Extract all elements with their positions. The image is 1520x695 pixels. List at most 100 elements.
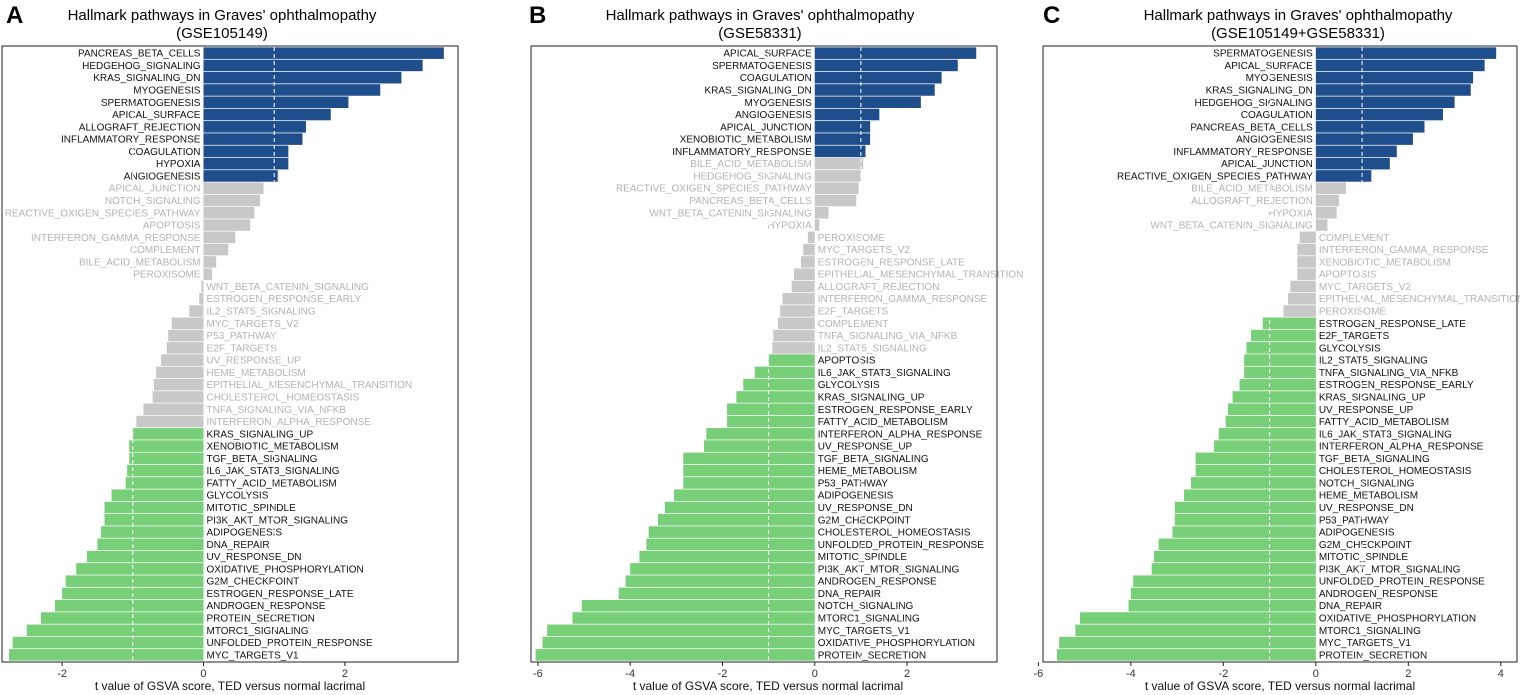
bar-epithelial-mesenchymal-transition bbox=[793, 268, 815, 280]
x-axis-label: t value of GSVA score, TED versus normal… bbox=[95, 679, 365, 693]
bar-kras-signaling-dn bbox=[203, 71, 402, 84]
bar-label: IL6_JAK_STAT3_SIGNALING bbox=[818, 368, 951, 379]
bar-label: HEME_METABOLISM bbox=[206, 368, 305, 379]
bar-apical-junction bbox=[203, 182, 264, 194]
bar-label: KRAS_SIGNALING_DN bbox=[704, 85, 811, 96]
bar-il2-stat5-signaling bbox=[189, 305, 204, 317]
bar-il6-jak-stat3-signaling bbox=[127, 464, 204, 477]
bar-inflammatory-response bbox=[814, 145, 866, 158]
bar-label: MYC_TARGETS_V2 bbox=[1319, 282, 1411, 293]
bar-complement bbox=[777, 317, 815, 330]
bar-label: EPITHELIAL_MESENCHYMAL_TRANSITION bbox=[818, 270, 1024, 281]
bar-label: MYC_TARGETS_V2 bbox=[206, 319, 298, 330]
bar-interferon-gamma-response bbox=[782, 292, 815, 305]
bar-angiogenesis bbox=[1315, 133, 1413, 145]
bar-hypoxia bbox=[814, 219, 820, 231]
bar-xenobiotic-metabolism bbox=[129, 440, 204, 452]
bar-tnfa-signaling-via-nfkb bbox=[1244, 366, 1316, 379]
bar-apical-junction bbox=[814, 121, 871, 133]
bar-unfolded-protein-response bbox=[1133, 575, 1316, 587]
bar-myc-targets-v1 bbox=[547, 624, 815, 637]
bar-pancreas-beta-cells bbox=[203, 47, 444, 59]
bar-label: INTERFERON_GAMMA_RESPONSE bbox=[1319, 245, 1489, 256]
bar-dna-repair bbox=[97, 538, 204, 551]
bar-myogenesis bbox=[203, 84, 381, 96]
bar-label: GLYCOLYSIS bbox=[206, 491, 268, 502]
bar-androgen-response bbox=[55, 599, 204, 612]
bar-reactive-oxigen-species-pathway bbox=[1315, 170, 1372, 182]
bar-label: IL2_STAT5_SIGNALING bbox=[206, 307, 315, 318]
bar-complement bbox=[1299, 231, 1316, 244]
bar-label: G2M_CHECKPOINT bbox=[1319, 540, 1412, 551]
bar-label: OXIDATIVE_PHOSPHORYLATION bbox=[1319, 614, 1476, 625]
bar-label: APICAL_JUNCTION bbox=[1221, 159, 1313, 170]
bar-label: INTERFERON_ALPHA_RESPONSE bbox=[206, 417, 371, 428]
bar-mitotic-spindle bbox=[104, 501, 204, 514]
bar-allograft-rejection bbox=[203, 121, 306, 133]
bar-kras-signaling-dn bbox=[1315, 84, 1471, 96]
bar-label: TNFA_SIGNALING_VIA_NFKB bbox=[818, 331, 958, 342]
bar-tnfa-signaling-via-nfkb bbox=[143, 403, 204, 416]
bar-label: MYOGENESIS bbox=[1246, 73, 1314, 84]
bar-uv-response-up bbox=[161, 354, 204, 366]
bar-label: ESTROGEN_RESPONSE_LATE bbox=[818, 257, 965, 268]
bar-apoptosis bbox=[203, 219, 251, 231]
bar-label: WNT_BETA_CATENIN_SIGNALING bbox=[206, 282, 369, 293]
x-tick-label: -2 bbox=[1218, 668, 1228, 680]
bar-estrogen-response-late bbox=[1262, 317, 1316, 330]
bar-label: OXIDATIVE_PHOSPHORYLATION bbox=[206, 564, 363, 575]
bar-mitotic-spindle bbox=[1153, 550, 1316, 563]
bar-label: INTERFERON_GAMMA_RESPONSE bbox=[31, 233, 201, 244]
bar-uv-response-up bbox=[704, 440, 815, 452]
bar-label: ESTROGEN_RESPONSE_EARLY bbox=[206, 294, 361, 305]
bar-unfolded-protein-response bbox=[12, 636, 204, 649]
bar-oxidative-phosphorylation bbox=[76, 563, 204, 575]
bar-label: PI3K_AKT_MTOR_SIGNALING bbox=[818, 564, 960, 575]
bar-label: IL2_STAT5_SIGNALING bbox=[818, 343, 927, 354]
bar-myc-targets-v2 bbox=[803, 243, 815, 256]
bar-label: BILE_ACID_METABOLISM bbox=[690, 159, 812, 170]
bar-epithelial-mesenchymal-transition bbox=[1288, 292, 1316, 305]
bar-heme-metabolism bbox=[683, 464, 815, 477]
bar-myc-targets-v1 bbox=[9, 649, 204, 661]
bar-coagulation bbox=[1315, 108, 1444, 121]
bar-label: TGF_BETA_SIGNALING bbox=[818, 454, 929, 465]
bar-p53-pathway bbox=[168, 329, 204, 342]
bar-label: WNT_BETA_CATENIN_SIGNALING bbox=[1150, 221, 1313, 232]
bar-label: G2M_CHECKPOINT bbox=[818, 515, 911, 526]
bar-peroxisome bbox=[807, 231, 815, 244]
x-axis: -2 0 2 bbox=[57, 662, 348, 680]
bar-label: HYPOXIA bbox=[767, 221, 812, 232]
bar-peroxisome bbox=[1283, 305, 1316, 317]
bar-reactive-oxigen-species-pathway bbox=[814, 182, 859, 194]
bar-xenobiotic-metabolism bbox=[814, 133, 871, 145]
bar-uv-response-dn bbox=[1174, 501, 1316, 514]
bar-label: ADIPOGENESIS bbox=[818, 491, 894, 502]
bar-il6-jak-stat3-signaling bbox=[754, 366, 815, 379]
bar-dna-repair bbox=[618, 587, 815, 600]
bar-label: ALLOGRAFT_REJECTION bbox=[1191, 196, 1313, 207]
bar-label: INTERFERON_ALPHA_RESPONSE bbox=[1319, 442, 1484, 453]
bar-complement bbox=[203, 243, 229, 256]
bar-label: DNA_REPAIR bbox=[1319, 601, 1382, 612]
bar-heme-metabolism bbox=[1184, 489, 1316, 501]
bar-label: UV_RESPONSE_DN bbox=[1319, 503, 1414, 514]
bar-g2m-checkpoint bbox=[65, 575, 204, 587]
bar-label: NOTCH_SIGNALING bbox=[818, 601, 914, 612]
bar-label: REACTIVE_OXIGEN_SPECIES_PATHWAY bbox=[616, 184, 812, 195]
bar-label: MTORC1_SIGNALING bbox=[206, 626, 308, 637]
bar-label: CHOLESTEROL_HOMEOSTASIS bbox=[206, 392, 359, 403]
bar-pancreas-beta-cells bbox=[814, 194, 857, 207]
bar-label: COAGULATION bbox=[740, 73, 812, 84]
bar-label: ADIPOGENESIS bbox=[1319, 528, 1395, 539]
bar-apical-surface bbox=[1315, 59, 1485, 72]
bar-heme-metabolism bbox=[156, 366, 204, 379]
bar-hypoxia bbox=[1315, 207, 1337, 219]
bar-androgen-response bbox=[625, 575, 815, 587]
bar-estrogen-response-early bbox=[727, 403, 815, 416]
bar-label: MTORC1_SIGNALING bbox=[1319, 626, 1421, 637]
bar-label: APICAL_JUNCTION bbox=[720, 122, 812, 133]
bar-label: WNT_BETA_CATENIN_SIGNALING bbox=[649, 208, 812, 219]
bar-label: COMPLEMENT bbox=[1319, 233, 1390, 244]
x-axis-label: t value of GSVA score, TED versus normal… bbox=[633, 679, 903, 693]
